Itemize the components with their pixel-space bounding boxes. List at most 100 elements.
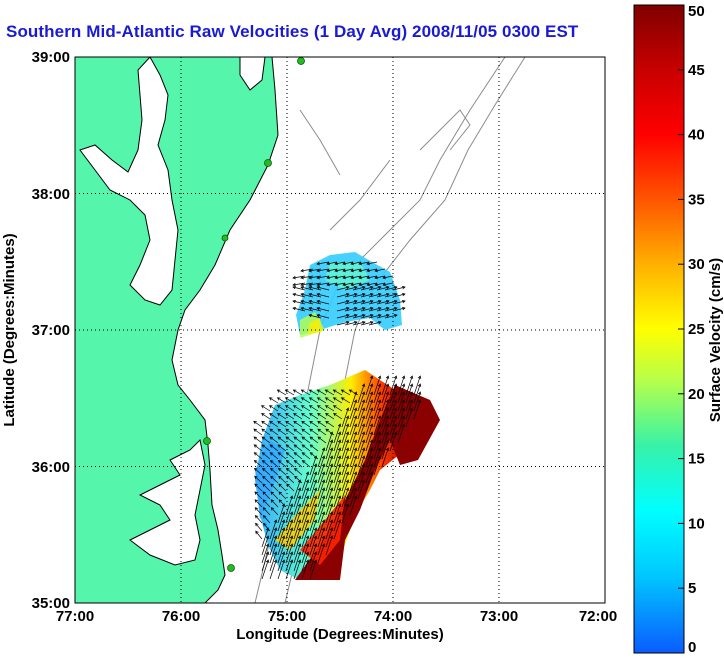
current-vector-arrow (301, 495, 310, 516)
current-vector-arrow (344, 320, 358, 326)
current-vector-arrow (293, 420, 303, 428)
current-vector-arrow (309, 455, 318, 476)
current-vector-arrow (366, 282, 378, 287)
colorbar-tick-label: 35 (688, 191, 705, 208)
current-vector-arrow (392, 285, 406, 291)
current-vector-arrow (301, 503, 310, 524)
current-vector-arrow (309, 463, 318, 484)
current-vector-arrow (301, 460, 311, 468)
current-vector-arrow (309, 503, 318, 524)
current-vector-arrow (341, 479, 350, 500)
current-vector-arrow (293, 519, 302, 540)
x-axis-label: Longitude (Degrees:Minutes) (236, 626, 444, 643)
current-vector-arrow (382, 275, 394, 280)
current-vector-arrow (285, 519, 294, 540)
current-vector-arrow (384, 285, 398, 291)
current-vector-arrow (308, 306, 322, 312)
current-vector-arrow (365, 439, 374, 460)
current-vector-arrow (358, 268, 370, 273)
current-vector-arrow (368, 306, 382, 312)
current-vector-arrow (405, 375, 414, 396)
current-vector-arrow (341, 431, 350, 452)
current-vector-arrow (270, 507, 279, 516)
x-tick-label: 72:00 (579, 608, 617, 625)
current-vector-arrow (309, 420, 319, 428)
current-vector-arrow (341, 423, 350, 444)
current-vector-arrow (373, 391, 382, 412)
current-vector-arrow (285, 535, 294, 556)
current-vector-arrow (293, 479, 302, 500)
current-vector-arrow (317, 413, 327, 420)
current-vector-arrow (373, 439, 382, 460)
current-vector-arrow (316, 389, 327, 396)
current-vector-arrow (317, 519, 326, 540)
current-vector-arrow (341, 503, 350, 524)
current-vector-arrow (285, 420, 295, 428)
current-vector-arrow (253, 444, 263, 452)
y-axis-ticks: 39:00 38:00 37:00 36:00 35:00 (32, 49, 70, 612)
current-vector-arrow (277, 543, 286, 564)
y-axis-label: Latitude (Degrees:Minutes) (1, 233, 18, 426)
current-vector-arrow (277, 559, 286, 580)
current-vector-arrow (357, 423, 366, 444)
current-vector-arrow (285, 503, 294, 524)
current-vector-arrow (384, 292, 398, 298)
current-vector-arrow (326, 268, 338, 273)
current-vector-arrow (309, 428, 319, 436)
station-marker (221, 234, 229, 242)
current-vector-arrow (324, 389, 335, 396)
current-vector-arrow (397, 423, 406, 444)
current-vector-arrow (381, 415, 390, 436)
current-vector-arrow (309, 535, 318, 556)
y-tick-label: 38:00 (32, 186, 70, 203)
grid-lines (75, 57, 605, 603)
current-vector-arrow (397, 399, 406, 420)
current-vector-arrow (317, 463, 326, 484)
current-vector-arrow (360, 285, 374, 291)
current-vector-arrow (309, 413, 319, 420)
current-vector-arrow (253, 467, 263, 476)
current-vector-arrow (365, 407, 374, 428)
current-vector-arrow (373, 447, 382, 468)
current-vector-arrow (333, 511, 342, 532)
current-vector-arrow (349, 479, 358, 500)
current-vector-arrow (309, 527, 318, 548)
current-vector-arrow (325, 495, 334, 516)
y-tick-label: 35:00 (32, 595, 70, 612)
station-marker (227, 564, 235, 572)
colorbar-tick-label: 30 (688, 256, 705, 273)
current-vector-arrow (269, 467, 279, 476)
colorbar-tick-label: 0 (688, 639, 696, 656)
current-vector-arrow (326, 282, 338, 287)
current-vector-arrow (349, 399, 358, 420)
current-vector-arrow (317, 543, 326, 564)
current-vector-arrow (334, 261, 346, 266)
current-vector-arrow (268, 397, 279, 404)
current-vector-arrow (316, 268, 330, 273)
current-vector-arrow (309, 487, 318, 508)
current-vector-arrow (349, 391, 358, 412)
current-vector-arrow (333, 495, 342, 516)
current-vector-arrow (397, 375, 406, 396)
current-vector-arrow (365, 447, 374, 468)
current-vector-arrow (301, 444, 311, 452)
current-vector-arrow (261, 460, 271, 468)
current-vector-arrow (293, 460, 303, 468)
current-vector-arrow (365, 391, 374, 412)
current-vector-arrow (365, 423, 374, 444)
current-vector-arrow (316, 299, 330, 305)
current-vector-arrow (293, 503, 302, 524)
current-vector-arrow (277, 452, 287, 460)
current-vector-arrow (301, 559, 310, 580)
x-tick-label: 75:00 (268, 608, 306, 625)
current-vector-arrow (261, 467, 271, 476)
current-vector-arrow (317, 436, 327, 444)
current-vector-arrow (357, 407, 366, 428)
radar-stations (203, 57, 305, 572)
current-vector-arrow (293, 511, 302, 532)
y-tick-label: 39:00 (32, 49, 70, 66)
current-vector-arrow (285, 527, 294, 548)
current-vector-arrow (368, 320, 382, 326)
current-vector-arrow (269, 519, 278, 540)
